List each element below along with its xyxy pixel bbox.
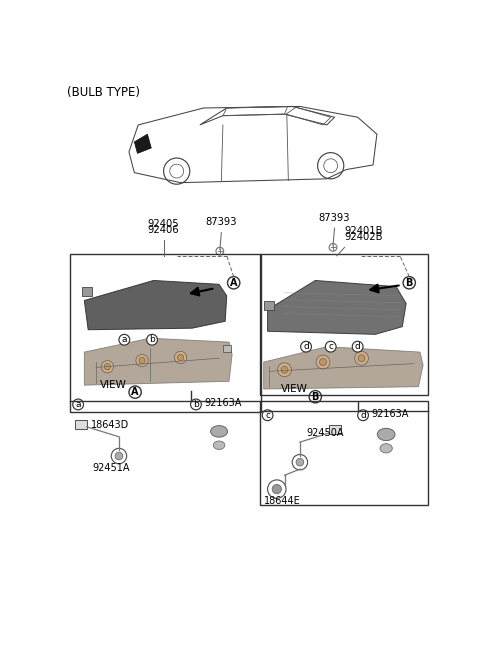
Text: 92450A: 92450A bbox=[306, 428, 344, 438]
Text: B: B bbox=[312, 392, 319, 401]
Text: a: a bbox=[121, 335, 127, 344]
Text: VIEW: VIEW bbox=[281, 384, 308, 394]
Circle shape bbox=[119, 335, 130, 345]
Text: B: B bbox=[406, 277, 413, 288]
Circle shape bbox=[277, 363, 291, 377]
Bar bbox=[71, 255, 262, 412]
Bar bbox=[329, 425, 341, 434]
Circle shape bbox=[352, 341, 363, 352]
Bar bbox=[82, 287, 92, 296]
Bar bbox=[223, 345, 230, 352]
Polygon shape bbox=[84, 281, 227, 330]
Circle shape bbox=[300, 341, 312, 352]
Circle shape bbox=[73, 399, 84, 410]
Circle shape bbox=[355, 352, 369, 365]
Text: A: A bbox=[230, 277, 238, 288]
Circle shape bbox=[136, 354, 148, 367]
Circle shape bbox=[147, 335, 157, 345]
Text: 18643D: 18643D bbox=[90, 420, 129, 430]
Text: 92402B: 92402B bbox=[345, 232, 383, 242]
Circle shape bbox=[281, 366, 288, 373]
Circle shape bbox=[325, 341, 336, 352]
Ellipse shape bbox=[211, 426, 228, 437]
Text: d: d bbox=[355, 342, 360, 351]
Circle shape bbox=[272, 485, 281, 494]
Text: b: b bbox=[149, 335, 155, 344]
Text: d: d bbox=[303, 342, 309, 351]
Ellipse shape bbox=[380, 443, 392, 453]
Text: 92405: 92405 bbox=[148, 219, 180, 229]
Text: (BULB TYPE): (BULB TYPE) bbox=[67, 87, 140, 100]
Bar bbox=[260, 255, 428, 395]
Bar bbox=[260, 401, 428, 504]
Circle shape bbox=[358, 355, 365, 361]
Polygon shape bbox=[267, 281, 406, 335]
Circle shape bbox=[101, 361, 114, 373]
Text: 87393: 87393 bbox=[205, 217, 237, 228]
Circle shape bbox=[191, 399, 201, 410]
Circle shape bbox=[296, 459, 304, 466]
Circle shape bbox=[174, 352, 187, 363]
Text: A: A bbox=[132, 387, 139, 397]
Text: b: b bbox=[193, 400, 199, 409]
Polygon shape bbox=[84, 338, 232, 385]
Bar bbox=[264, 301, 274, 310]
Ellipse shape bbox=[213, 441, 225, 449]
Text: 92401B: 92401B bbox=[345, 226, 383, 236]
Text: 18644E: 18644E bbox=[264, 496, 300, 506]
Text: 92163A: 92163A bbox=[372, 409, 409, 419]
Polygon shape bbox=[134, 134, 151, 154]
Text: 87393: 87393 bbox=[319, 213, 350, 224]
Text: 92406: 92406 bbox=[148, 225, 180, 235]
Text: a: a bbox=[75, 400, 81, 409]
Circle shape bbox=[104, 363, 110, 370]
Circle shape bbox=[115, 452, 123, 460]
Circle shape bbox=[139, 358, 145, 363]
Text: d: d bbox=[360, 411, 366, 420]
Ellipse shape bbox=[377, 428, 395, 441]
Text: c: c bbox=[265, 411, 270, 420]
Circle shape bbox=[178, 354, 184, 361]
Bar bbox=[75, 420, 86, 429]
Circle shape bbox=[358, 410, 369, 420]
Text: c: c bbox=[328, 342, 333, 351]
Text: 92451A: 92451A bbox=[92, 462, 130, 472]
Text: VIEW: VIEW bbox=[100, 380, 127, 390]
Text: 92163A: 92163A bbox=[204, 398, 242, 408]
Circle shape bbox=[316, 355, 330, 369]
Circle shape bbox=[320, 359, 326, 365]
Circle shape bbox=[262, 410, 273, 420]
Polygon shape bbox=[264, 346, 423, 389]
